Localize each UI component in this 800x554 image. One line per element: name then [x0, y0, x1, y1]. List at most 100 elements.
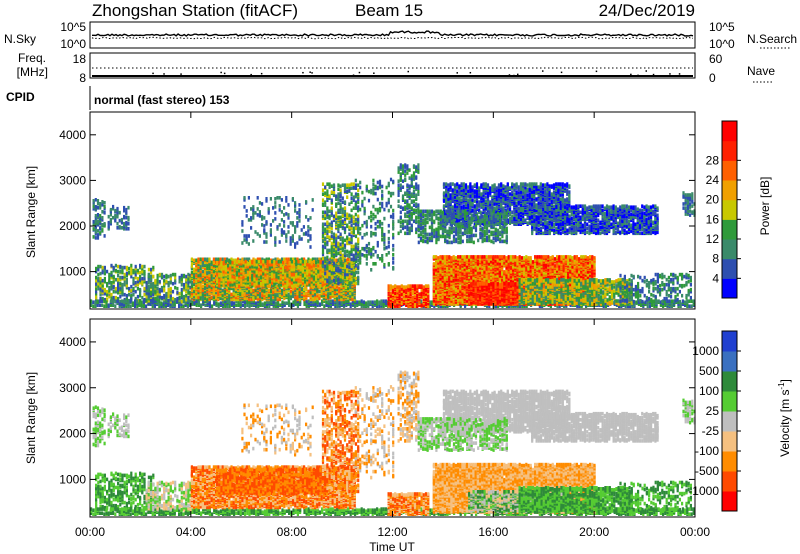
power-cell — [670, 303, 673, 307]
power-cell — [99, 292, 102, 297]
power-cell — [335, 194, 338, 198]
power-cell — [235, 263, 238, 268]
power-cell — [666, 302, 669, 306]
power-cell — [352, 244, 355, 249]
power-cell — [190, 280, 193, 285]
power-cell — [349, 257, 352, 262]
power-cell — [285, 257, 288, 262]
power-cell — [282, 260, 285, 265]
power-cell — [217, 302, 220, 306]
power-cell — [130, 274, 133, 279]
power-cell — [692, 299, 695, 303]
power-cell — [329, 262, 332, 267]
power-cell — [195, 299, 198, 303]
power-cell — [103, 276, 106, 281]
power-cell — [344, 290, 347, 295]
power-cell — [231, 262, 234, 267]
power-cell — [281, 300, 284, 304]
power-cell — [180, 293, 183, 298]
power-cell — [326, 278, 329, 283]
power-cell — [373, 300, 376, 304]
power-cell — [208, 262, 211, 267]
power-cell — [201, 292, 204, 297]
power-cell — [241, 257, 244, 262]
power-cell — [337, 215, 340, 220]
power-cell — [95, 269, 98, 274]
power-cell — [215, 290, 218, 295]
power-cell — [187, 295, 190, 300]
power-cell — [206, 301, 209, 305]
power-cell — [339, 198, 342, 202]
power-cell — [321, 277, 324, 282]
power-cell — [167, 298, 170, 303]
power-cell — [195, 263, 198, 268]
power-cell — [332, 214, 336, 219]
power-cell — [101, 283, 104, 288]
power-cell — [234, 289, 237, 294]
power-cell — [311, 257, 314, 262]
power-cell — [338, 275, 341, 280]
power-cell — [382, 301, 385, 305]
power-cell — [230, 302, 233, 306]
power-cell — [222, 274, 225, 279]
power-cell — [293, 259, 296, 264]
power-cell — [121, 270, 124, 275]
freq-outlier — [508, 74, 511, 76]
power-cell — [234, 295, 237, 300]
power-cell — [272, 287, 275, 292]
power-cell — [240, 259, 243, 264]
power-cell — [431, 300, 434, 304]
power-cell — [121, 289, 124, 294]
power-cell — [186, 304, 189, 308]
power-cell — [351, 290, 354, 295]
power-cell — [350, 234, 353, 239]
power-cell — [330, 241, 333, 246]
power-cell — [130, 268, 133, 273]
power-cell — [315, 260, 318, 265]
nsearch-tick-bottom: 10^0 — [709, 37, 735, 51]
power-cell — [264, 264, 267, 269]
power-cell — [345, 302, 348, 306]
power-cell — [226, 260, 229, 265]
power-cell — [321, 182, 325, 186]
power-cell — [193, 258, 196, 263]
power-cell — [103, 279, 106, 284]
power-cell — [242, 279, 245, 283]
power-cell — [246, 277, 249, 282]
freq-outlier — [469, 71, 472, 74]
power-cell — [354, 264, 357, 268]
power-cell — [119, 281, 122, 286]
power-cell — [222, 272, 225, 277]
power-cell — [201, 294, 204, 299]
power-cell — [497, 304, 500, 308]
power-cell — [99, 206, 102, 210]
power-cell — [103, 234, 106, 238]
power-cell — [164, 302, 167, 306]
power-cell — [190, 288, 193, 293]
power-cell — [132, 286, 135, 291]
power-cell — [229, 259, 232, 264]
power-cell — [152, 267, 155, 272]
power-cell — [251, 266, 254, 271]
nsearch-tick-top: 10^5 — [709, 20, 735, 34]
power-cell — [246, 281, 249, 285]
power-cell — [350, 223, 353, 228]
power-cell — [242, 260, 245, 265]
power-cell — [321, 188, 325, 192]
freq-frame — [89, 52, 696, 79]
power-cell — [352, 215, 355, 220]
power-cell — [259, 300, 262, 304]
power-cell — [174, 278, 177, 283]
power-cell — [240, 263, 243, 268]
power-cell — [238, 274, 241, 279]
power-cell — [238, 268, 241, 273]
power-cell — [95, 291, 98, 296]
power-cell — [152, 292, 155, 297]
nsky-label: N.Sky — [4, 32, 36, 46]
power-cell — [339, 261, 342, 266]
power-cell — [298, 292, 301, 297]
power-cell — [265, 287, 268, 292]
power-cell — [329, 280, 332, 285]
power-cell — [211, 304, 214, 308]
power-cell — [222, 283, 225, 287]
